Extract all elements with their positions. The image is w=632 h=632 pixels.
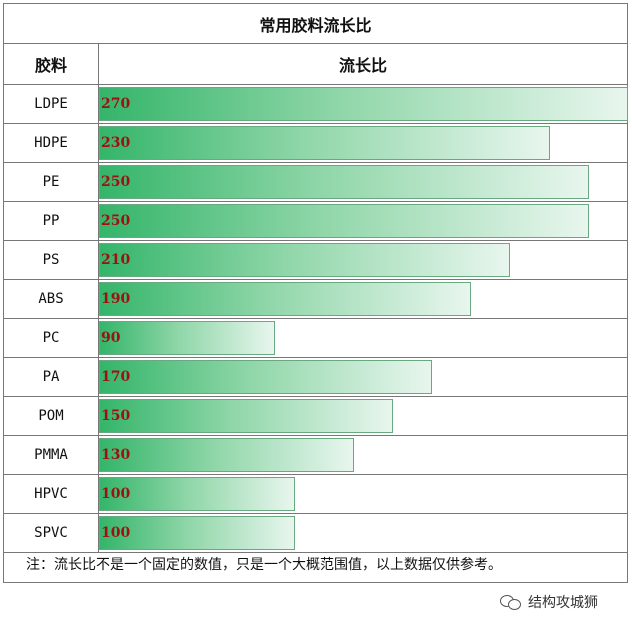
watermark-text: 结构攻城狮 bbox=[528, 595, 598, 611]
table-row: ABS 190 bbox=[4, 280, 627, 319]
data-label: 210 bbox=[101, 252, 131, 268]
category-label: ABS bbox=[4, 280, 99, 318]
bar-ps bbox=[99, 243, 510, 277]
data-label: 230 bbox=[101, 135, 131, 151]
category-label: PMMA bbox=[4, 436, 99, 474]
table-row: LDPE 270 bbox=[4, 85, 628, 124]
table-row: PMMA 130 bbox=[4, 436, 627, 475]
table-row: HPVC 100 bbox=[4, 475, 627, 514]
data-label: 150 bbox=[101, 408, 131, 424]
category-label: PS bbox=[4, 241, 99, 279]
bar-abs bbox=[99, 282, 471, 316]
bar-pa bbox=[99, 360, 432, 394]
data-label: 270 bbox=[101, 96, 131, 112]
data-label: 100 bbox=[101, 486, 131, 502]
bar-pmma bbox=[99, 438, 354, 472]
category-label: LDPE bbox=[4, 85, 99, 123]
category-label: HPVC bbox=[4, 475, 99, 513]
data-label: 170 bbox=[101, 369, 131, 385]
table-row: PC 90 bbox=[4, 319, 627, 358]
category-label: HDPE bbox=[4, 124, 99, 162]
column-header-flow-ratio: 流长比 bbox=[99, 44, 627, 85]
data-label: 250 bbox=[101, 174, 131, 190]
table-row: PP 250 bbox=[4, 202, 627, 241]
table-row: HDPE 230 bbox=[4, 124, 627, 163]
bar-pom bbox=[99, 399, 393, 433]
bar-ldpe bbox=[99, 87, 628, 121]
table-row: PS 210 bbox=[4, 241, 627, 280]
bar-hdpe bbox=[99, 126, 550, 160]
data-label: 130 bbox=[101, 447, 131, 463]
wechat-icon bbox=[500, 593, 522, 611]
chart-title: 常用胶料流长比 bbox=[4, 4, 627, 44]
bar-pe bbox=[99, 165, 589, 199]
data-label: 190 bbox=[101, 291, 131, 307]
category-label: PA bbox=[4, 358, 99, 396]
category-label: SPVC bbox=[4, 514, 99, 552]
table-row: PA 170 bbox=[4, 358, 627, 397]
table-row: POM 150 bbox=[4, 397, 627, 436]
watermark: 结构攻城狮 bbox=[500, 592, 598, 612]
bar-pc bbox=[99, 321, 275, 355]
category-label: POM bbox=[4, 397, 99, 435]
bar-pp bbox=[99, 204, 589, 238]
footnote: 注：流长比不是一个固定的数值，只是一个大概范围值，以上数据仅供参考。 bbox=[26, 556, 502, 573]
data-label: 90 bbox=[101, 330, 121, 346]
chart-table: 常用胶料流长比 胶料 流长比 LDPE 270 HDPE 230 PE 250 PP 250 P… bbox=[3, 3, 628, 583]
category-label: PP bbox=[4, 202, 99, 240]
bar-hpvc bbox=[99, 477, 295, 511]
category-label: PC bbox=[4, 319, 99, 357]
column-header-material: 胶料 bbox=[4, 44, 99, 85]
table-row: SPVC 100 bbox=[4, 514, 627, 553]
table-row: PE 250 bbox=[4, 163, 627, 202]
bar-spvc bbox=[99, 516, 295, 550]
category-label: PE bbox=[4, 163, 99, 201]
data-label: 100 bbox=[101, 525, 131, 541]
data-label: 250 bbox=[101, 213, 131, 229]
